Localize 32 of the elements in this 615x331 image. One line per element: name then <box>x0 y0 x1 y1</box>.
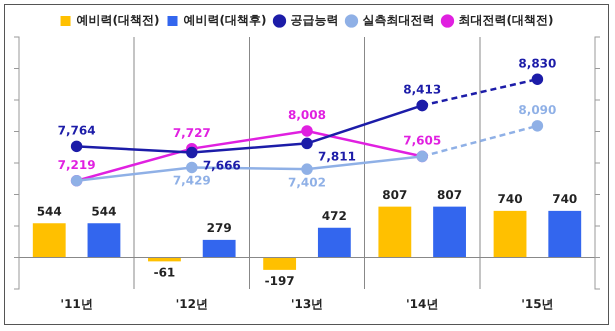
data-label: 8,008 <box>288 108 326 122</box>
data-label: 7,429 <box>172 174 211 188</box>
data-label: 279 <box>206 221 232 236</box>
x-tick-label: '13년 <box>290 296 324 311</box>
data-label: 7,219 <box>58 158 96 172</box>
data-label: 7,811 <box>318 150 356 164</box>
x-tick-label: '14년 <box>406 296 438 311</box>
x-tick-label: '12년 <box>176 296 208 311</box>
data-label: -197 <box>264 274 295 288</box>
data-label: 8,413 <box>403 82 442 97</box>
legend-label: 예비력(대책후) <box>184 13 266 28</box>
data-label: 740 <box>498 192 523 206</box>
data-label: 7,727 <box>172 126 211 140</box>
data-label: -61 <box>154 265 176 280</box>
data-label: 544 <box>91 204 116 218</box>
data-label: 7,402 <box>288 175 326 190</box>
data-label: 8,830 <box>518 56 556 70</box>
legend-label: 공급능력 <box>290 13 338 28</box>
data-label: 807 <box>382 188 408 202</box>
data-label: 7,605 <box>403 134 442 148</box>
data-label: 807 <box>437 188 462 202</box>
data-label: 472 <box>322 208 347 223</box>
legend-label: 최대전력(대책전) <box>458 13 554 28</box>
data-label: 7,764 <box>58 123 96 138</box>
data-label: 8,090 <box>518 102 556 117</box>
legend-label: 실측최대전력 <box>362 13 434 28</box>
data-label: 740 <box>552 192 578 206</box>
x-tick-label: '15년 <box>521 296 554 311</box>
x-tick-label: '11년 <box>60 296 93 311</box>
data-label: 544 <box>36 204 62 218</box>
data-label: 7,666 <box>202 158 241 173</box>
legend-label: 예비력(대책전) <box>76 13 160 28</box>
